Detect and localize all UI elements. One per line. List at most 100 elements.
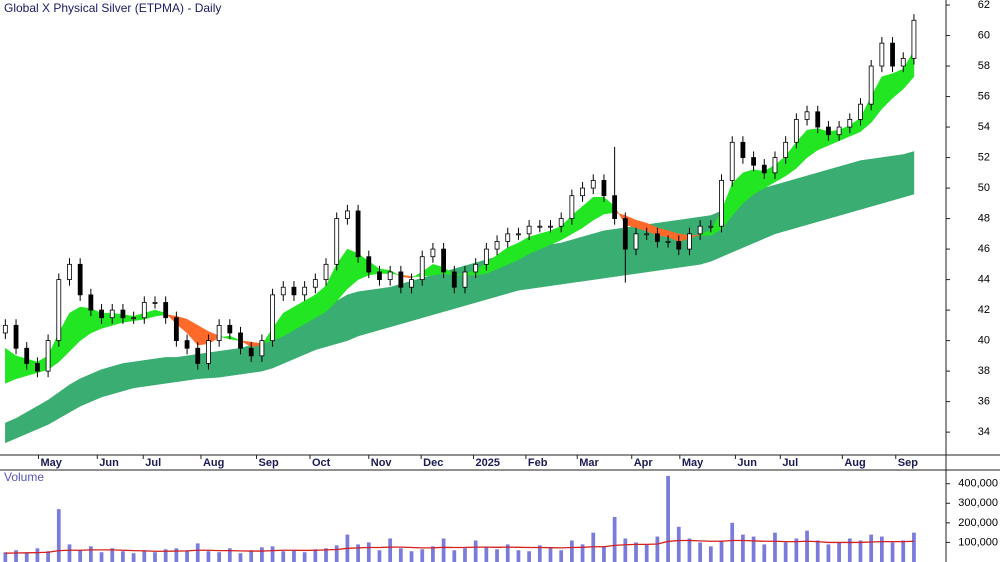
volume-bar xyxy=(773,532,777,562)
x-tick-label: Jun xyxy=(737,457,757,469)
volume-bar xyxy=(815,540,820,562)
candle-body xyxy=(516,233,521,236)
candle-body xyxy=(900,58,906,67)
x-tick-label: May xyxy=(40,457,62,469)
volume-y-tick-label: 100,000 xyxy=(958,536,998,548)
candle-body xyxy=(537,225,543,228)
candle-body xyxy=(654,233,660,242)
candle-body xyxy=(398,271,404,288)
volume-bar xyxy=(644,544,649,562)
long-band-segment xyxy=(593,230,605,280)
volume-bar xyxy=(676,526,681,562)
x-tick-label: 2025 xyxy=(476,457,500,469)
candle-body xyxy=(141,302,147,319)
candle-body xyxy=(505,233,511,242)
x-tick-label: Aug xyxy=(203,457,224,469)
x-tick-label: Aug xyxy=(844,457,865,469)
y-tick-label: 56 xyxy=(978,90,990,102)
candle-body xyxy=(676,241,682,250)
candle-body xyxy=(377,271,382,280)
candle-body xyxy=(804,111,810,120)
y-tick-label: 34 xyxy=(978,426,990,438)
volume-bar xyxy=(602,546,606,562)
candle-body xyxy=(409,279,414,288)
x-tick-label: Apr xyxy=(634,457,654,469)
volume-bar xyxy=(174,548,179,562)
candle-body xyxy=(312,279,318,288)
volume-bar xyxy=(687,538,692,562)
y-tick-label: 46 xyxy=(978,243,990,255)
candle-body xyxy=(751,157,756,166)
long-band-segment xyxy=(881,155,893,204)
long-band-segment xyxy=(165,357,177,384)
volume-bar xyxy=(431,546,435,562)
y-tick-label: 40 xyxy=(978,335,990,347)
candle-body xyxy=(387,271,393,280)
long-band-segment xyxy=(774,181,786,235)
long-band-segment xyxy=(229,347,241,376)
x-tick-label: Feb xyxy=(528,457,548,469)
long-band-segment xyxy=(15,411,27,439)
volume-bar xyxy=(227,548,232,562)
volume-bar xyxy=(634,542,638,562)
volume-bar xyxy=(719,540,724,562)
candle-body xyxy=(248,347,254,357)
candle-body xyxy=(590,180,596,189)
long-band-segment xyxy=(892,154,904,201)
y-tick-label: 42 xyxy=(978,304,990,316)
long-band-segment xyxy=(817,169,829,222)
long-band-segment xyxy=(699,215,712,265)
candle-body xyxy=(462,271,468,288)
volume-y-tick-label: 300,000 xyxy=(958,497,998,509)
volume-bar xyxy=(281,551,286,562)
long-band-segment xyxy=(870,157,883,207)
y-tick-label: 38 xyxy=(978,365,990,377)
candle-body xyxy=(238,332,243,349)
long-band-segment xyxy=(90,369,102,402)
x-tick-label: Jul xyxy=(145,457,161,469)
candle-body xyxy=(419,256,425,280)
volume-bar xyxy=(142,550,147,562)
long-band-segment xyxy=(571,236,583,283)
x-tick-label: May xyxy=(682,457,704,469)
volume-bar xyxy=(78,550,83,562)
x-tick-label: Dec xyxy=(423,457,443,469)
short-band-segment xyxy=(582,196,594,229)
candle-body xyxy=(291,286,297,296)
volume-bar xyxy=(505,544,510,562)
x-tick-label: Jul xyxy=(782,457,798,469)
candle-body xyxy=(184,340,190,349)
chart-title: Global X Physical Silver (ETPMA) - Daily xyxy=(4,1,221,15)
candle-body xyxy=(270,294,275,342)
candle-body xyxy=(911,19,917,59)
volume-title: Volume xyxy=(4,470,44,484)
long-band-segment xyxy=(849,160,861,213)
volume-bar xyxy=(195,543,200,562)
y-tick-label: 54 xyxy=(978,121,990,133)
volume-bar xyxy=(548,548,553,562)
long-band-segment xyxy=(336,294,348,344)
volume-bar xyxy=(88,546,93,562)
short-band-segment xyxy=(881,73,893,110)
candle-body xyxy=(558,218,564,227)
volume-bar xyxy=(206,551,211,562)
candle-body xyxy=(227,324,233,334)
volume-bar xyxy=(110,548,115,562)
candle-body xyxy=(13,324,19,349)
volume-bar xyxy=(313,549,318,562)
volume-bar xyxy=(783,542,788,562)
x-tick-label: Nov xyxy=(371,457,393,469)
short-band-segment xyxy=(892,68,904,99)
y-tick-label: 48 xyxy=(978,212,990,224)
candle-body xyxy=(836,126,842,136)
candle-body xyxy=(580,187,585,197)
candle-body xyxy=(473,263,479,273)
candle-body xyxy=(697,225,703,235)
volume-bar xyxy=(879,536,884,562)
long-band-segment xyxy=(122,361,134,392)
candle-body xyxy=(173,317,179,342)
candle-body xyxy=(99,309,104,319)
candle-body xyxy=(826,126,831,136)
volume-bar xyxy=(56,509,61,562)
candle-body xyxy=(131,317,137,320)
